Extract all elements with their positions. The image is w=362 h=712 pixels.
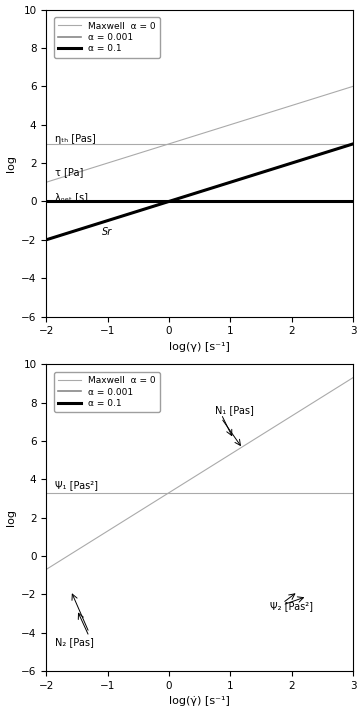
Text: Ψ₁ [Pas²]: Ψ₁ [Pas²] <box>55 480 98 490</box>
Y-axis label: log: log <box>5 509 16 526</box>
Text: Ψ₂ [Pas²]: Ψ₂ [Pas²] <box>270 601 313 611</box>
Text: λₒₑₜ [s]: λₒₑₜ [s] <box>55 192 88 203</box>
Legend: Maxwell  α = 0, α = 0.001, α = 0.1: Maxwell α = 0, α = 0.001, α = 0.1 <box>54 17 160 58</box>
X-axis label: log(γ) [s⁻¹]: log(γ) [s⁻¹] <box>169 342 230 352</box>
Y-axis label: log: log <box>5 155 16 172</box>
Text: τ [Pa]: τ [Pa] <box>55 167 84 177</box>
Text: N₁ [Pas]: N₁ [Pas] <box>215 405 254 415</box>
Text: N₂ [Pas]: N₂ [Pas] <box>55 637 94 647</box>
Legend: Maxwell  α = 0, α = 0.001, α = 0.1: Maxwell α = 0, α = 0.001, α = 0.1 <box>54 372 160 412</box>
Text: ηₜₕ [Pas]: ηₜₕ [Pas] <box>55 134 96 144</box>
Text: Sr: Sr <box>101 227 112 237</box>
X-axis label: log(γ̇) [s⁻¹]: log(γ̇) [s⁻¹] <box>169 696 230 706</box>
